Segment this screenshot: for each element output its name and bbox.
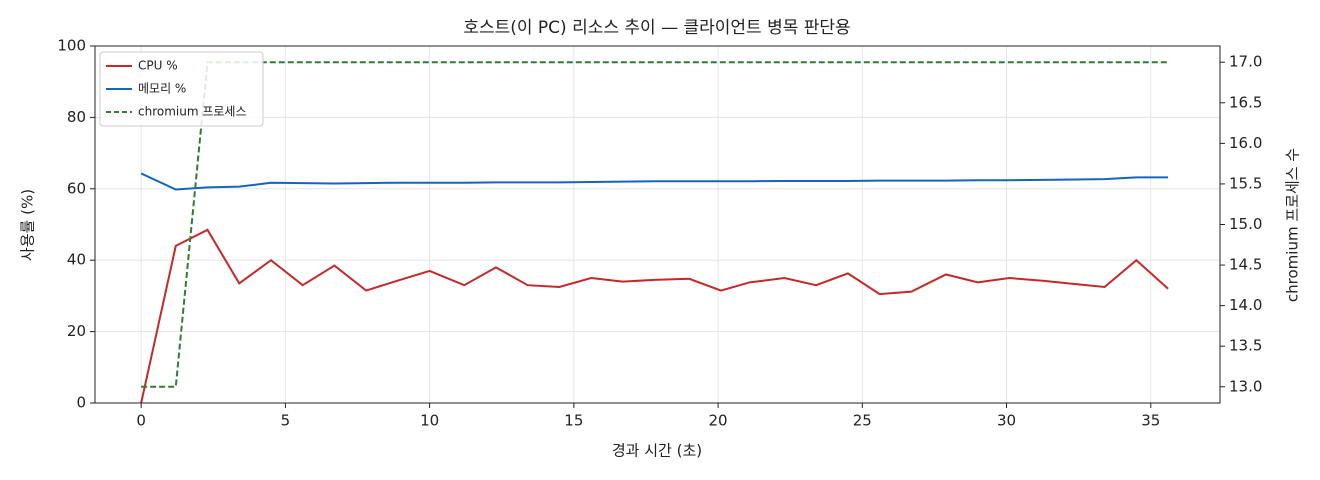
y2-tick-label: 14.0 — [1229, 296, 1262, 314]
y2-tick-label: 17.0 — [1229, 53, 1262, 71]
x-tick-label: 25 — [853, 412, 872, 430]
y2-tick-label: 13.5 — [1229, 337, 1262, 355]
y2-tick-label: 16.0 — [1229, 134, 1262, 152]
y2-tick-label: 16.5 — [1229, 93, 1262, 111]
y2-tick-label: 15.5 — [1229, 174, 1262, 192]
y-tick-label: 40 — [67, 251, 86, 269]
x-tick-label: 5 — [281, 412, 291, 430]
x-axis-label: 경과 시간 (초) — [612, 442, 702, 460]
series-line — [140, 228, 1169, 404]
y2-tick-label: 14.5 — [1229, 256, 1262, 274]
y-tick-label: 80 — [67, 108, 86, 126]
legend-label: 메모리 % — [138, 82, 186, 96]
chart-title: 호스트(이 PC) 리소스 추이 — 클라이언트 병목 판단용 — [463, 18, 850, 38]
y-axis-label: 사용률 (%) — [19, 189, 37, 261]
x-tick-label: 0 — [136, 412, 146, 430]
legend-label: CPU % — [138, 59, 178, 73]
series-line — [140, 172, 1169, 191]
legend-label: chromium 프로세스 — [138, 105, 247, 119]
y-tick-label: 20 — [67, 322, 86, 340]
y2-axis-label: chromium 프로세스 수 — [1284, 148, 1302, 302]
x-tick-label: 10 — [420, 412, 439, 430]
y-tick-label: 0 — [76, 394, 86, 412]
x-tick-label: 30 — [997, 412, 1016, 430]
legend-box — [99, 51, 264, 127]
y2-tick-label: 13.0 — [1229, 377, 1262, 395]
x-tick-label: 15 — [564, 412, 583, 430]
series-line — [141, 61, 1169, 388]
y2-tick-label: 15.0 — [1229, 215, 1262, 233]
y-tick-label: 100 — [57, 37, 86, 55]
plot-frame — [94, 45, 1221, 404]
x-tick-label: 20 — [709, 412, 728, 430]
x-tick-label: 35 — [1141, 412, 1160, 430]
y-tick-label: 60 — [67, 179, 86, 197]
